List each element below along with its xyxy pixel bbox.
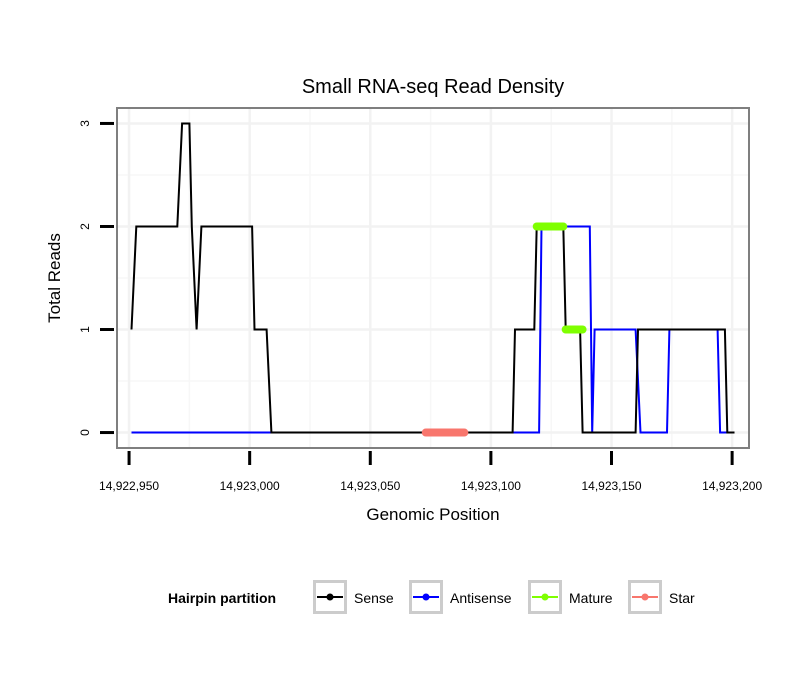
y-tick-label: 0 xyxy=(78,429,92,436)
x-tick-label: 14,922,950 xyxy=(99,479,159,493)
x-tick-label: 14,923,200 xyxy=(702,479,762,493)
legend-label: Sense xyxy=(354,590,394,606)
x-axis: 14,922,950 14,923,000 14,923,050 14,923,100… xyxy=(99,451,762,493)
legend-key-point xyxy=(326,593,334,601)
legend-item-antisense: Antisense xyxy=(409,580,512,614)
legend: Hairpin partition Sense Antisense Mature St… xyxy=(168,580,695,614)
y-tick-label: 1 xyxy=(78,326,92,333)
legend-label: Star xyxy=(669,590,695,606)
legend-key-point xyxy=(641,593,649,601)
y-axis: 0 1 2 3 xyxy=(78,120,114,436)
panel-border xyxy=(116,107,750,449)
x-axis-title: Genomic Position xyxy=(366,505,499,524)
legend-label: Mature xyxy=(569,590,613,606)
legend-key-point xyxy=(422,593,430,601)
chart-title: Small RNA-seq Read Density xyxy=(302,76,564,98)
y-tick-label: 2 xyxy=(78,223,92,230)
segment-layer xyxy=(421,222,587,437)
legend-title: Hairpin partition xyxy=(168,590,276,606)
plot-panel xyxy=(116,107,750,449)
legend-key-point xyxy=(541,593,549,601)
x-tick-label: 14,923,150 xyxy=(581,479,641,493)
x-tick-label: 14,923,100 xyxy=(461,479,521,493)
legend-label: Antisense xyxy=(450,590,512,606)
legend-item-mature: Mature xyxy=(528,580,613,614)
legend-item-star: Star xyxy=(628,580,695,614)
x-tick-label: 14,923,050 xyxy=(340,479,400,493)
y-tick-label: 3 xyxy=(78,120,92,127)
series-line-sense xyxy=(130,122,735,434)
y-axis-title: Total Reads xyxy=(45,233,64,323)
x-tick-label: 14,923,000 xyxy=(220,479,280,493)
legend-item-sense: Sense xyxy=(313,580,394,614)
